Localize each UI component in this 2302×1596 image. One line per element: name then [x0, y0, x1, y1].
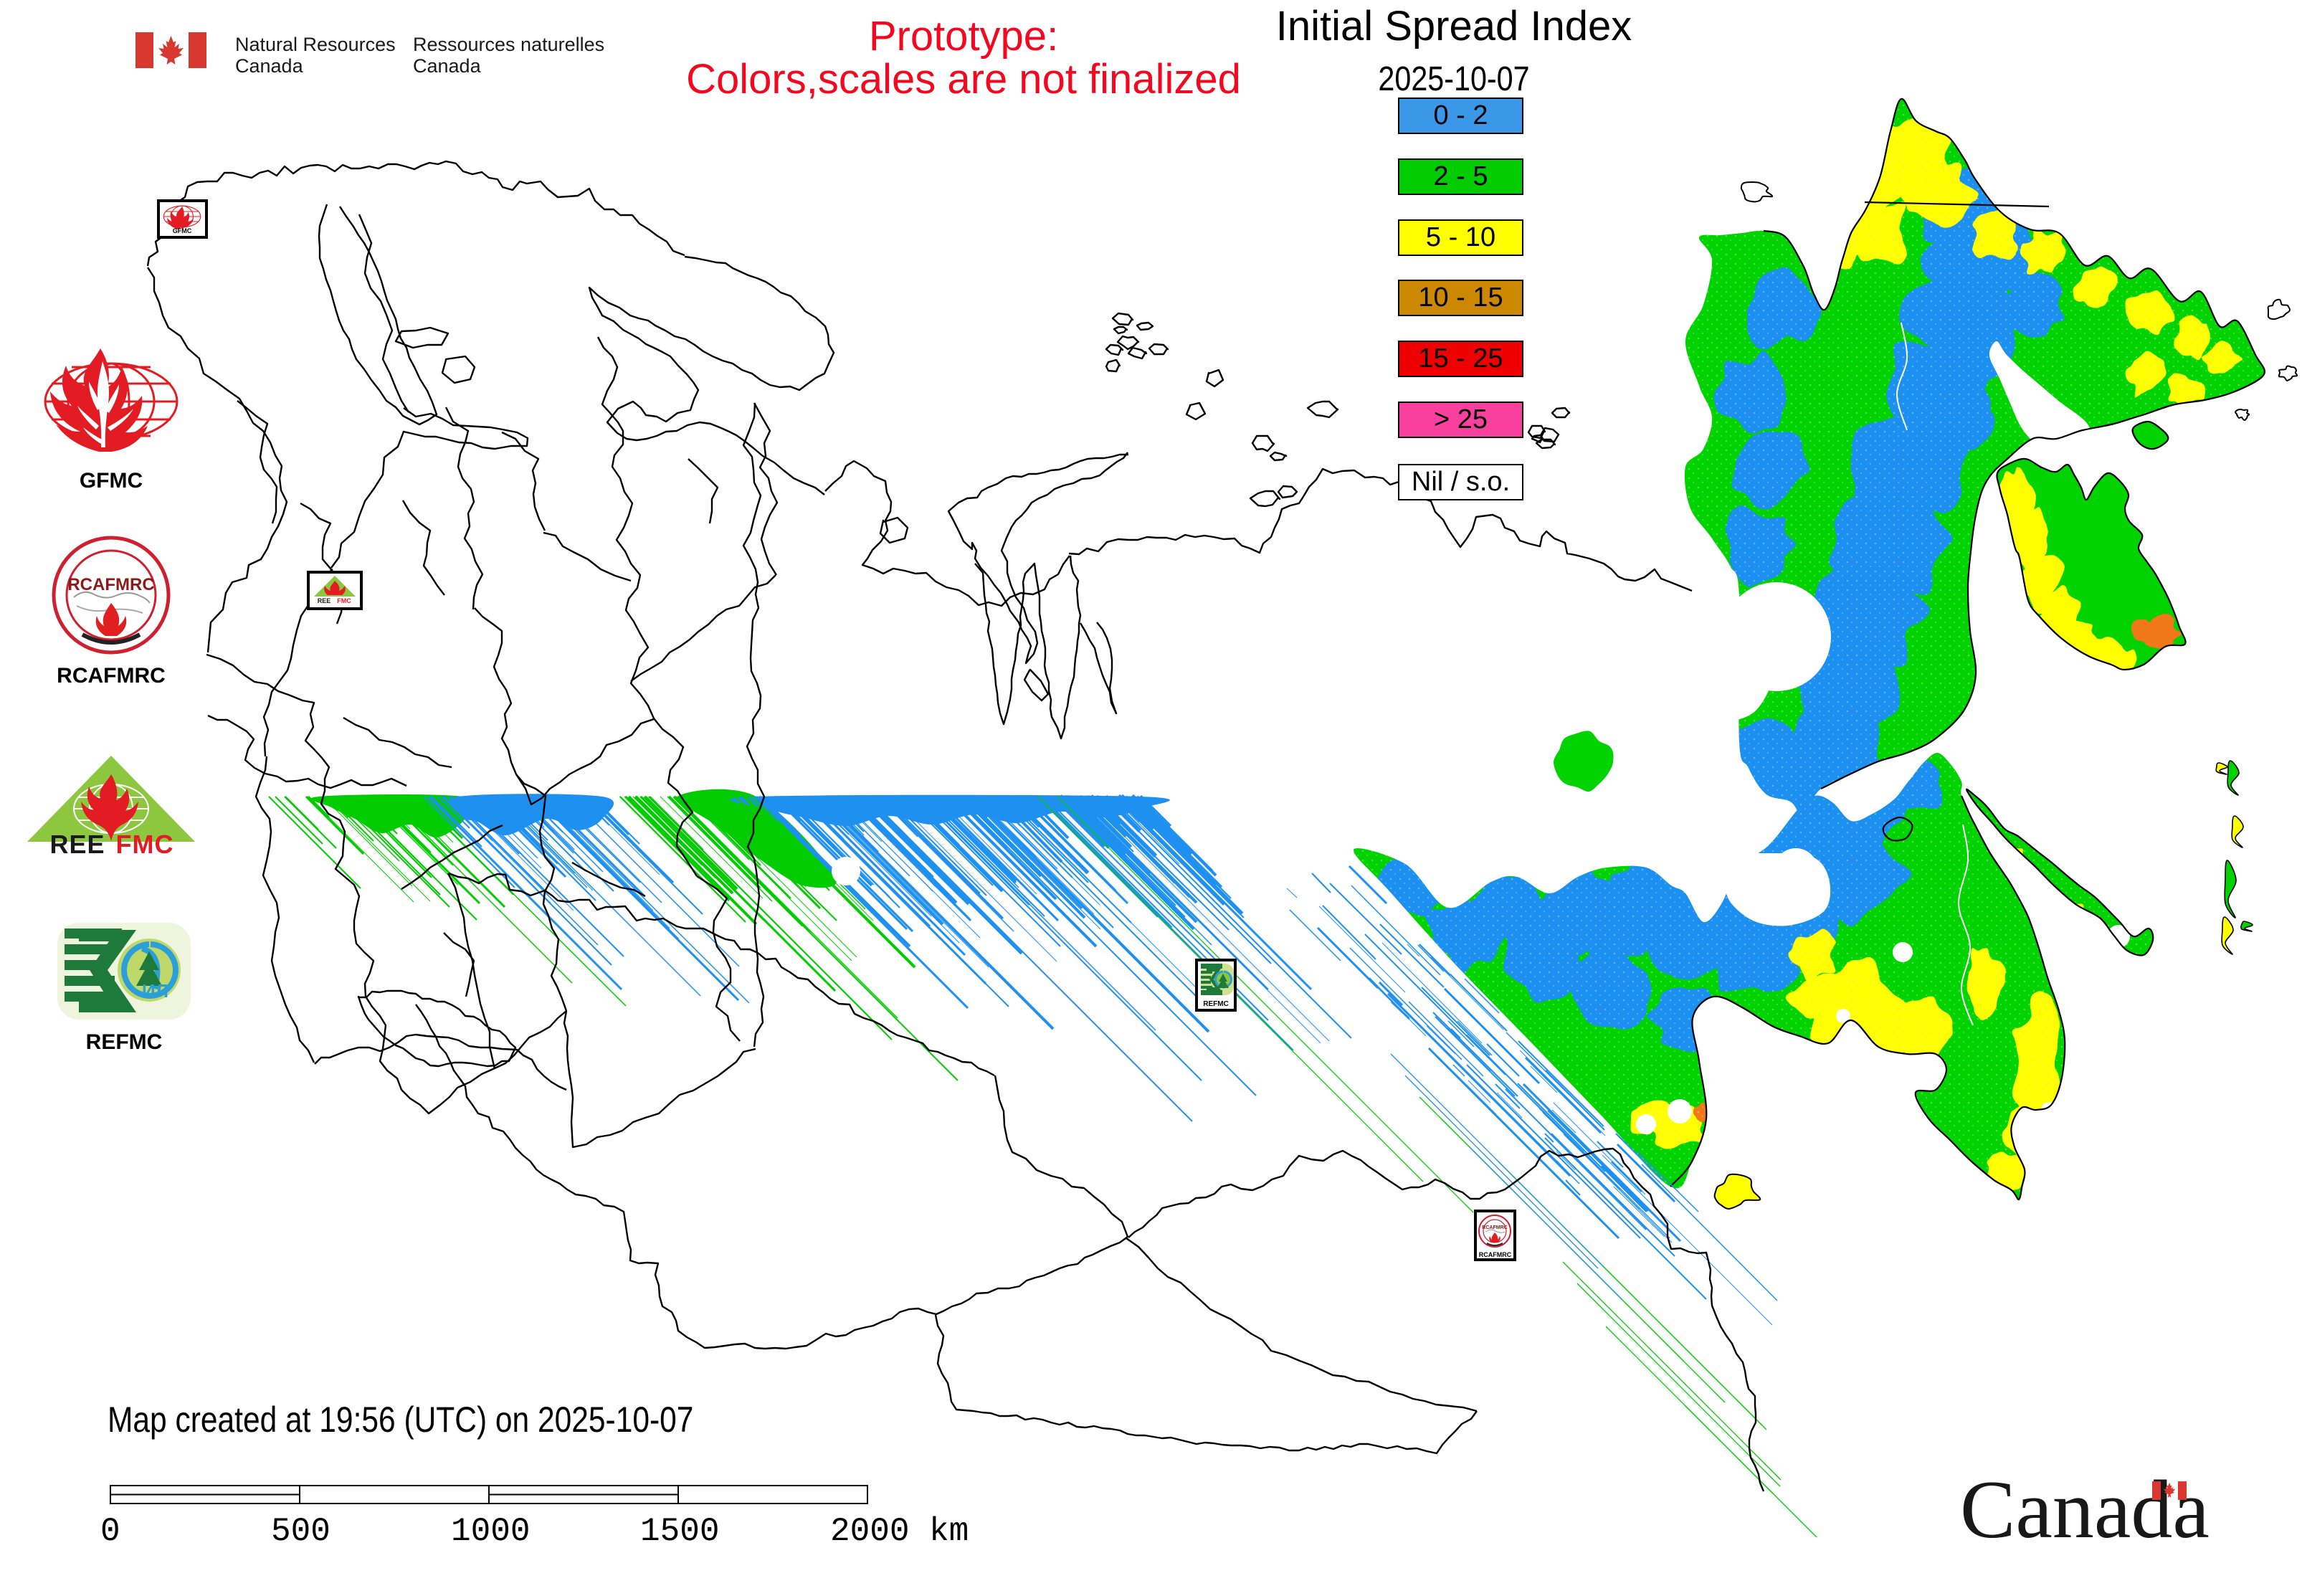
svg-text:GFMC: GFMC — [173, 227, 192, 234]
svg-text:REE: REE — [318, 597, 331, 604]
svg-text:REE: REE — [49, 830, 105, 859]
svg-text:FMC: FMC — [116, 830, 174, 859]
svg-text:FMC: FMC — [337, 597, 351, 604]
svg-text:ИЛ: ИЛ — [142, 980, 168, 1002]
svg-text:RCAFMRC: RCAFMRC — [1482, 1225, 1507, 1230]
svg-text:RCAFMRC: RCAFMRC — [67, 575, 154, 594]
